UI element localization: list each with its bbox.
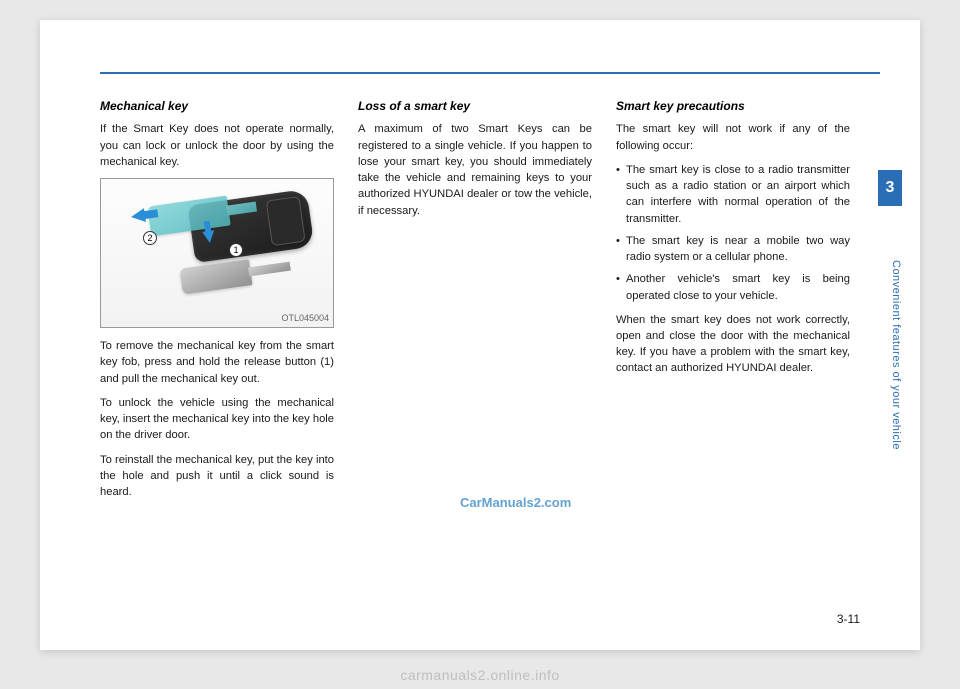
footer-watermark: carmanuals2.online.info bbox=[0, 667, 960, 683]
col1-heading: Mechanical key bbox=[100, 98, 334, 115]
watermark-carmanuals: CarManuals2.com bbox=[460, 495, 571, 510]
col3-heading: Smart key precautions bbox=[616, 98, 850, 115]
list-item: The smart key is close to a radio transm… bbox=[616, 162, 850, 227]
col3-p2: When the smart key does not work correct… bbox=[616, 312, 850, 377]
col3-bullet-list: The smart key is close to a radio transm… bbox=[616, 162, 850, 304]
callout-1: 1 bbox=[229, 243, 243, 257]
col2-p1: A maximum of two Smart Keys can be regis… bbox=[358, 121, 592, 218]
fob-button-icon bbox=[279, 225, 300, 237]
manual-page: Mechanical key If the Smart Key does not… bbox=[40, 20, 920, 650]
figure-code: OTL045004 bbox=[281, 312, 329, 325]
mechanical-key-figure: 1 2 OTL045004 bbox=[100, 178, 334, 328]
callout-2: 2 bbox=[143, 231, 157, 245]
col1-p3: To unlock the vehicle using the mechanic… bbox=[100, 395, 334, 444]
column-3: Smart key precautions The smart key will… bbox=[616, 98, 850, 508]
header-rule bbox=[100, 72, 880, 74]
mechanical-key-shape bbox=[180, 259, 253, 294]
page-number: 3-11 bbox=[837, 612, 860, 626]
chapter-label: Convenient features of your vehicle bbox=[878, 215, 902, 495]
column-1: Mechanical key If the Smart Key does not… bbox=[100, 98, 334, 508]
col3-p1: The smart key will not work if any of th… bbox=[616, 121, 850, 153]
fob-button-icon bbox=[275, 202, 296, 214]
col2-heading: Loss of a smart key bbox=[358, 98, 592, 115]
list-item: The smart key is near a mobile two way r… bbox=[616, 233, 850, 265]
fob-button-icon bbox=[277, 214, 298, 226]
arrow-down-icon bbox=[202, 230, 216, 244]
arrow-left-icon bbox=[130, 208, 146, 224]
col1-p1: If the Smart Key does not operate normal… bbox=[100, 121, 334, 170]
col1-p2: To remove the mechanical key from the sm… bbox=[100, 338, 334, 387]
chapter-number: 3 bbox=[886, 179, 895, 197]
chapter-tab: 3 bbox=[878, 170, 902, 206]
list-item: Another vehicle's smart key is being ope… bbox=[616, 271, 850, 303]
column-2: Loss of a smart key A maximum of two Sma… bbox=[358, 98, 592, 508]
content-columns: Mechanical key If the Smart Key does not… bbox=[100, 98, 850, 508]
col1-p4: To reinstall the mechanical key, put the… bbox=[100, 452, 334, 501]
